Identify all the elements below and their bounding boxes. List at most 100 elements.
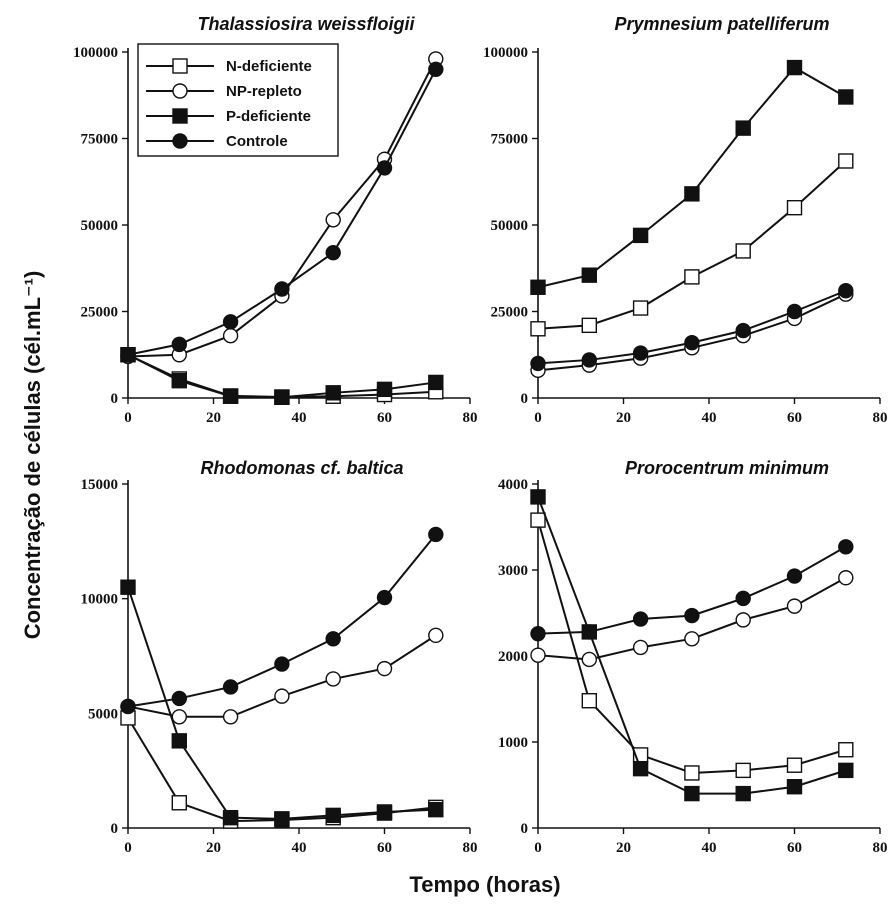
y-tick-label: 100000 [483,45,528,61]
data-point-controle [735,590,751,607]
x-tick-label: 40 [702,840,717,856]
series-line-controle [127,533,437,708]
data-point-p-deficiente [632,227,649,244]
data-point-p-deficiente [428,374,444,391]
data-point-p-deficiente [376,381,393,398]
data-point-controle [428,526,444,543]
data-point-p-deficiente [428,801,444,818]
data-point-controle [274,656,290,672]
data-point-controle [838,539,854,555]
y-tick-label: 100000 [73,45,118,61]
data-point-np-repleto [171,709,188,725]
panel-title: Thalassiosira weissfloigii [197,14,415,34]
data-point-n-deficiente [786,199,803,216]
data-point-controle [786,303,803,320]
series-line-p-deficiente [537,66,847,289]
panel-title: Prymnesium patelliferum [614,14,829,34]
legend-marker [172,83,188,99]
y-axis-title: Concentração de células (cél.mL⁻¹) [20,271,45,640]
data-point-np-repleto [530,647,546,663]
legend-marker [172,58,188,74]
data-point-controle [222,314,239,330]
data-point-p-deficiente [838,89,854,105]
data-point-controle [632,611,649,627]
x-tick-label: 80 [873,410,888,426]
data-point-controle [222,679,239,695]
data-point-controle [120,347,136,363]
legend: N-deficiente NP-repleto P-deficiente Contro… [137,43,339,157]
y-tick-label: 75000 [491,132,529,148]
data-point-controle [581,624,597,640]
data-point-controle [428,61,444,78]
data-point-controle [325,631,341,647]
data-point-np-repleto [376,660,393,677]
x-tick-label: 80 [463,840,478,856]
y-tick-label: 75000 [81,132,119,148]
legend-marker [172,108,188,124]
series-controle [120,61,444,363]
legend-label: NP-repleto [226,83,302,100]
data-point-n-deficiente [684,269,700,285]
y-tick-label: 3000 [498,563,528,579]
data-point-n-deficiente [838,742,854,758]
data-point-p-deficiente [171,373,188,389]
data-point-np-repleto [684,631,700,647]
x-tick-label: 20 [206,410,221,426]
data-point-p-deficiente [325,385,341,401]
legend-box [137,43,339,157]
data-point-np-repleto [581,651,597,668]
y-tick-label: 2000 [498,649,528,665]
x-tick-label: 0 [124,840,132,856]
data-point-np-repleto [786,598,803,614]
data-point-n-deficiente [581,317,597,334]
data-point-p-deficiente [274,811,290,827]
data-point-n-deficiente [684,765,700,781]
data-point-controle [684,334,700,351]
series-np-repleto [530,570,854,668]
data-point-controle [530,355,546,372]
y-tick-label: 10000 [81,592,119,608]
data-point-n-deficiente [632,300,649,316]
y-tick-label: 50000 [491,218,529,234]
legend-label: Controle [226,133,288,150]
x-tick-label: 40 [702,410,717,426]
y-tick-label: 0 [111,391,119,407]
panel-title: Rhodomonas cf. baltica [200,458,403,478]
data-point-controle [786,568,803,584]
series-p-deficiente [120,579,444,827]
data-point-n-deficiente [530,321,546,337]
data-point-n-deficiente [171,795,188,811]
data-point-np-repleto [325,212,341,228]
data-point-controle [581,352,597,368]
data-point-controle [376,589,393,606]
data-point-p-deficiente [325,807,341,824]
data-point-controle [376,160,393,176]
data-point-np-repleto [325,671,341,687]
x-tick-label: 40 [292,410,307,426]
data-point-p-deficiente [786,779,803,795]
x-tick-label: 60 [377,410,392,426]
y-tick-label: 5000 [88,706,118,722]
data-point-p-deficiente [376,804,393,820]
legend-item-np-repleto: NP-repleto [146,83,302,100]
series-line-n-deficiente [537,519,847,774]
legend-item-p-deficiente: P-deficiente [146,108,311,125]
data-point-p-deficiente [222,388,239,404]
panel-2: Prymnesium patelliferum 0 25000 50000 75000 1… [483,14,888,426]
data-point-p-deficiente [222,809,239,826]
data-point-p-deficiente [120,579,136,595]
data-point-p-deficiente [530,279,546,295]
data-point-n-deficiente [838,153,854,169]
data-point-np-repleto [632,639,649,656]
data-point-p-deficiente [735,785,751,802]
data-point-p-deficiente [684,785,700,802]
x-tick-label: 20 [206,840,221,856]
data-point-p-deficiente [530,489,546,505]
data-point-np-repleto [838,570,854,586]
data-point-controle [120,698,136,715]
series-n-deficiente [530,153,854,337]
panel-1: Thalassiosira weissfloigii 0 25000 50000 750… [73,14,478,426]
legend-marker [172,133,188,149]
